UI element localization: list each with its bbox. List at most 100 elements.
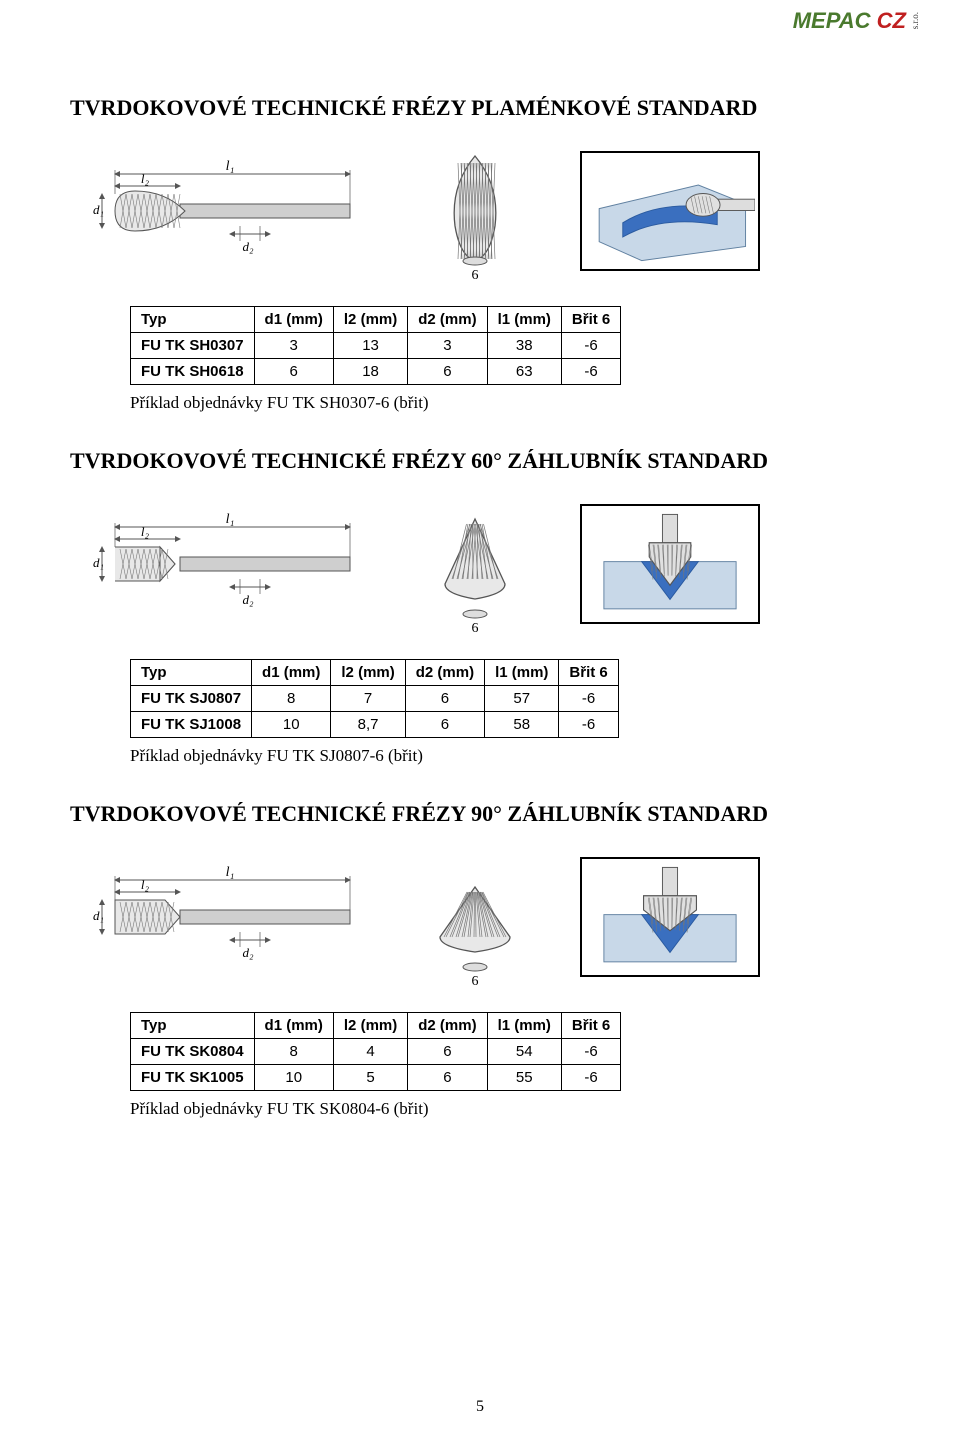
tech-drawing-front: 6	[410, 494, 540, 634]
logo-sro: s.r.o.	[910, 12, 920, 29]
tech-drawing-front: 6	[410, 141, 540, 281]
table-cell: -6	[561, 359, 620, 385]
svg-text:d₁: d₁	[93, 908, 104, 923]
tech-drawing-side: l₁ l₂ d₁ d₂	[90, 862, 370, 972]
table-cell: FU TK SK1005	[131, 1065, 255, 1091]
product-table: Typd1 (mm)l2 (mm)d2 (mm)l1 (mm)Břit 6FU …	[130, 659, 619, 738]
table-row: FU TK SK1005105655-6	[131, 1065, 621, 1091]
svg-text:d₁: d₁	[93, 555, 104, 570]
table-header: d2 (mm)	[405, 660, 484, 686]
product-table: Typd1 (mm)l2 (mm)d2 (mm)l1 (mm)Břit 6 FU …	[130, 306, 621, 385]
tech-drawing-side: l₁ l₂ d₁ d₂	[90, 509, 370, 619]
table-cell: FU TK SJ1008	[131, 712, 252, 738]
table-cell: 8,7	[331, 712, 405, 738]
table-header: d1 (mm)	[254, 307, 333, 333]
table-cell: 6	[408, 1065, 487, 1091]
table-cell: 58	[485, 712, 559, 738]
table-cell: 10	[252, 712, 331, 738]
diagram-row: l₁ l₂ d₁ d₂ 6	[70, 494, 890, 634]
application-illustration	[580, 504, 760, 624]
table-cell: 5	[333, 1065, 407, 1091]
svg-text:6: 6	[472, 974, 479, 987]
svg-text:l₁: l₁	[226, 159, 235, 174]
example-text: Příklad objednávky FU TK SJ0807-6 (břit)	[130, 746, 890, 766]
table-cell: 3	[254, 333, 333, 359]
section-title: TVRDOKOVOVÉ TECHNICKÉ FRÉZY 60° ZÁHLUBNÍ…	[70, 448, 890, 474]
logo-cz: CZ	[877, 8, 906, 33]
company-logo: MEPAC CZ s.r.o.	[793, 8, 920, 34]
svg-text:d₁: d₁	[93, 202, 104, 217]
application-illustration	[580, 151, 760, 271]
svg-text:l₂: l₂	[141, 877, 150, 892]
table-header: d2 (mm)	[408, 307, 487, 333]
table-row: FU TK SJ1008108,7658-6	[131, 712, 619, 738]
table-cell: -6	[561, 1039, 620, 1065]
svg-text:l₁: l₁	[226, 512, 235, 527]
table-cell: 3	[408, 333, 487, 359]
table-header: l1 (mm)	[487, 307, 561, 333]
table-cell: 4	[333, 1039, 407, 1065]
table-row: FU TK SJ080787657-6	[131, 686, 619, 712]
table-header: Typ	[131, 307, 255, 333]
table-cell: FU TK SH0618	[131, 359, 255, 385]
table-row: FU TK SH0618618663-6	[131, 359, 621, 385]
table-header: Typ	[131, 660, 252, 686]
table-cell: 8	[254, 1039, 333, 1065]
section-title: TVRDOKOVOVÉ TECHNICKÉ FRÉZY 90° ZÁHLUBNÍ…	[70, 801, 890, 827]
table-header: l2 (mm)	[331, 660, 405, 686]
table-row: FU TK SH0307313338-6	[131, 333, 621, 359]
product-table: Typd1 (mm)l2 (mm)d2 (mm)l1 (mm)Břit 6FU …	[130, 1012, 621, 1091]
table-cell: -6	[559, 712, 618, 738]
svg-text:d₂: d₂	[242, 945, 254, 960]
table-cell: 54	[487, 1039, 561, 1065]
table-cell: 6	[408, 359, 487, 385]
table-header: Břit 6	[559, 660, 618, 686]
table-header: l1 (mm)	[485, 660, 559, 686]
svg-text:d₂: d₂	[242, 239, 254, 254]
table-header: d1 (mm)	[252, 660, 331, 686]
table-cell: -6	[559, 686, 618, 712]
table-cell: 55	[487, 1065, 561, 1091]
tech-drawing-front: 6	[410, 847, 540, 987]
table-cell: 57	[485, 686, 559, 712]
table-header: d1 (mm)	[254, 1013, 333, 1039]
table-header: l1 (mm)	[487, 1013, 561, 1039]
example-text: Příklad objednávky FU TK SK0804-6 (břit)	[130, 1099, 890, 1119]
svg-text:l₁: l₁	[226, 865, 235, 880]
table-cell: 6	[405, 712, 484, 738]
tech-drawing-side: l₁ l₂ d₁ d₂	[90, 156, 370, 266]
svg-text:6: 6	[472, 268, 479, 281]
table-header: Břit 6	[561, 307, 620, 333]
table-cell: FU TK SK0804	[131, 1039, 255, 1065]
table-cell: 38	[487, 333, 561, 359]
table-header: l2 (mm)	[333, 1013, 407, 1039]
page-number: 5	[476, 1398, 484, 1416]
diagram-row: l₁ l₂ d₁ d₂ 6	[70, 141, 890, 281]
table-cell: 10	[254, 1065, 333, 1091]
application-illustration	[580, 857, 760, 977]
table-row: FU TK SK080484654-6	[131, 1039, 621, 1065]
table-cell: 13	[333, 333, 407, 359]
table-cell: FU TK SH0307	[131, 333, 255, 359]
table-header: d2 (mm)	[408, 1013, 487, 1039]
svg-text:6: 6	[472, 621, 479, 634]
table-cell: 6	[254, 359, 333, 385]
section-title: TVRDOKOVOVÉ TECHNICKÉ FRÉZY PLAMÉNKOVÉ S…	[70, 95, 890, 121]
table-header: l2 (mm)	[333, 307, 407, 333]
diagram-row: l₁ l₂ d₁ d₂ 6	[70, 847, 890, 987]
table-cell: 7	[331, 686, 405, 712]
example-text: Příklad objednávky FU TK SH0307-6 (břit)	[130, 393, 890, 413]
svg-text:l₂: l₂	[141, 524, 150, 539]
logo-mepac: MEPAC	[793, 8, 871, 33]
table-cell: 6	[408, 1039, 487, 1065]
table-cell: 63	[487, 359, 561, 385]
table-cell: 8	[252, 686, 331, 712]
table-header: Břit 6	[561, 1013, 620, 1039]
table-header: Typ	[131, 1013, 255, 1039]
svg-text:d₂: d₂	[242, 592, 254, 607]
table-cell: -6	[561, 333, 620, 359]
table-cell: 6	[405, 686, 484, 712]
table-cell: FU TK SJ0807	[131, 686, 252, 712]
table-cell: -6	[561, 1065, 620, 1091]
svg-text:l₂: l₂	[141, 171, 150, 186]
